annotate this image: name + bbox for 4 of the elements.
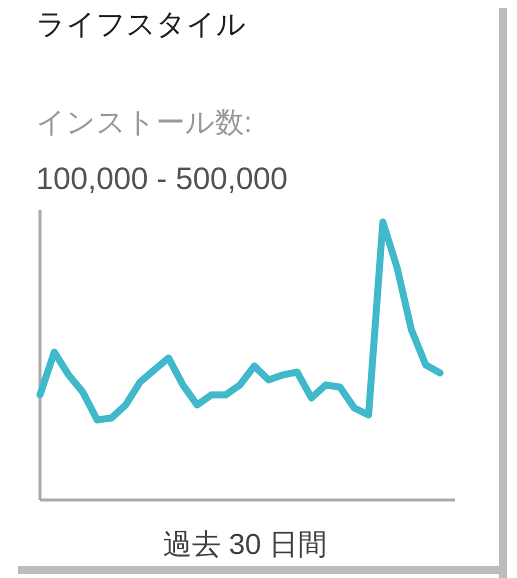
x-axis-title: 過去 30 日間 — [162, 529, 328, 561]
chart-subtitle: インストール数: — [36, 107, 252, 139]
text: 100,000 - 500,000 — [36, 161, 288, 196]
chart-title: ライフスタイル — [36, 9, 246, 41]
